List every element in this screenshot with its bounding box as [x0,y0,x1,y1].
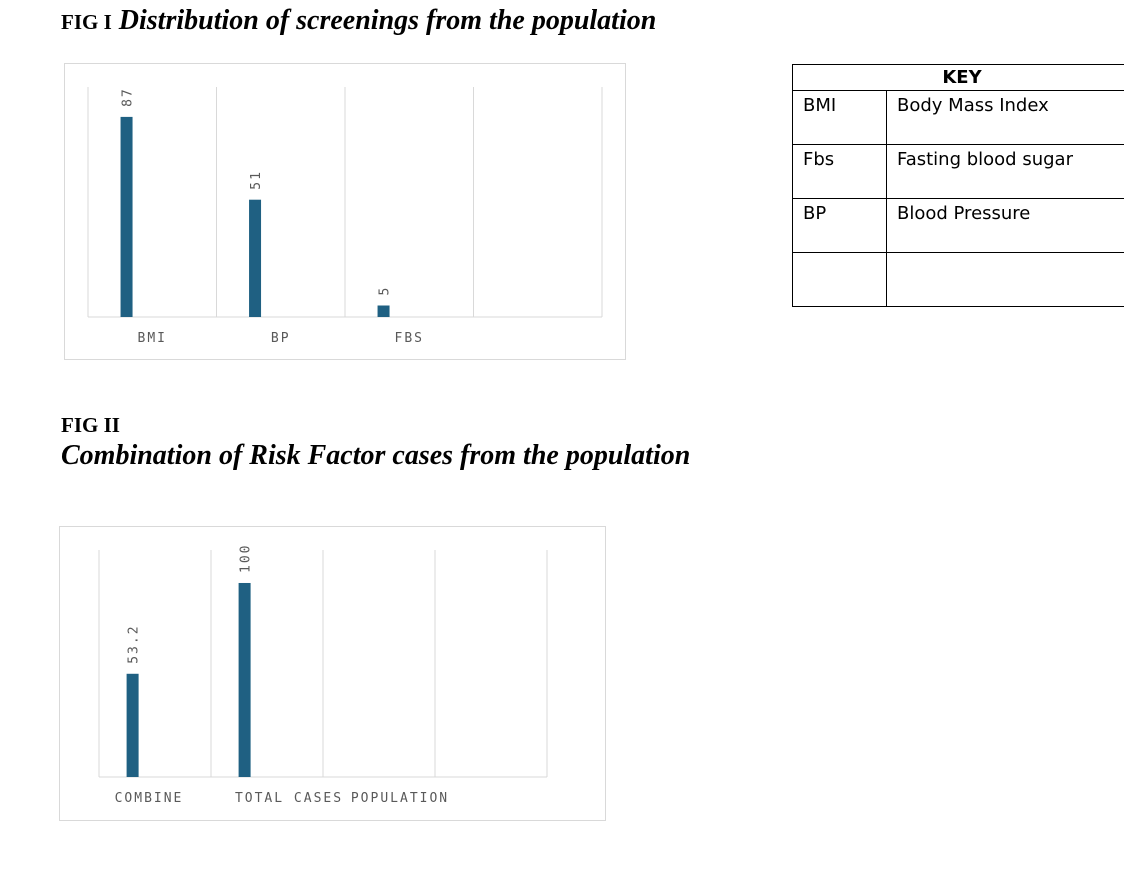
fig2-label: FIG II [61,413,120,437]
bar-bmi [120,116,133,318]
fig1-title-text: Distribution of screenings from the popu… [118,5,657,36]
key-header: KEY [792,64,1124,91]
data-label: 87 [121,87,136,107]
fig2-title: Combination of Risk Factor cases from th… [61,440,691,471]
x-tick-label: BMI [138,331,167,346]
x-tick-label: POPULATION [351,791,449,806]
key-row-fbs: Fbs Fasting blood sugar [792,144,1124,199]
key-table: KEY BMI Body Mass Index Fbs Fasting bloo… [792,64,1124,307]
bar-fbs [377,305,390,317]
fig1-label: FIG I [61,10,112,34]
key-meaning: Body Mass Index [886,90,1124,145]
key-row-bp: BP Blood Pressure [792,198,1124,253]
key-meaning: Blood Pressure [886,198,1124,253]
fig2-chart: 53.2 COMBINE 100 TOTAL CASES POPULATION [59,526,606,821]
data-label: 5 [378,286,393,296]
fig2-chart-svg: 53.2 COMBINE 100 TOTAL CASES POPULATION [98,543,548,806]
key-abbr [792,252,887,307]
key-row-empty [792,252,1124,307]
bar-bp [249,199,262,317]
x-tick-label: BP [271,331,291,346]
bar-total-cases [238,582,251,777]
key-abbr: BP [792,198,887,253]
key-meaning: Fasting blood sugar [886,144,1124,199]
key-meaning [886,252,1124,307]
bar-combine [126,673,139,777]
data-label: 53.2 [127,624,142,663]
data-label: 51 [249,170,264,190]
x-tick-label: TOTAL CASES [235,791,343,806]
key-abbr: Fbs [792,144,887,199]
x-tick-label: FBS [395,331,424,346]
key-row-bmi: BMI Body Mass Index [792,90,1124,145]
x-tick-label: COMBINE [115,791,184,806]
fig1-chart: 87 BMI 51 BP 5 FBS [64,63,626,360]
key-abbr: BMI [792,90,887,145]
data-label: 100 [239,543,254,572]
fig1-title: FIG I Distribution of screenings from th… [61,5,656,37]
fig1-chart-svg: 87 BMI 51 BP 5 FBS [87,87,603,346]
